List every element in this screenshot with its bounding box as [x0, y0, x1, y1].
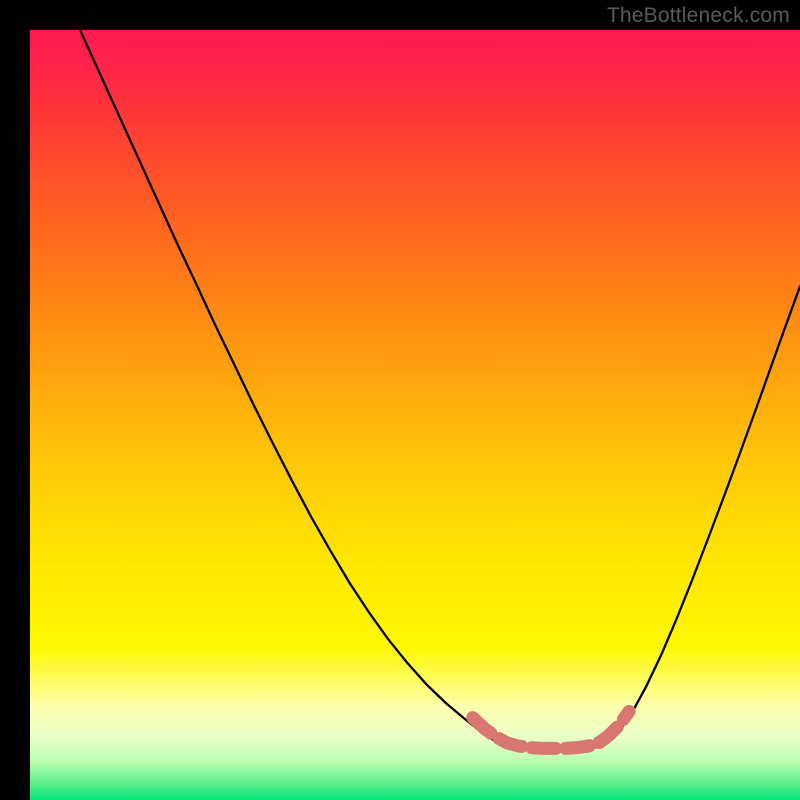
gradient-background	[30, 30, 800, 800]
chart-svg	[30, 30, 800, 800]
plot-area	[30, 30, 800, 800]
watermark-text: TheBottleneck.com	[607, 4, 790, 28]
chart-frame: TheBottleneck.com	[0, 0, 800, 800]
